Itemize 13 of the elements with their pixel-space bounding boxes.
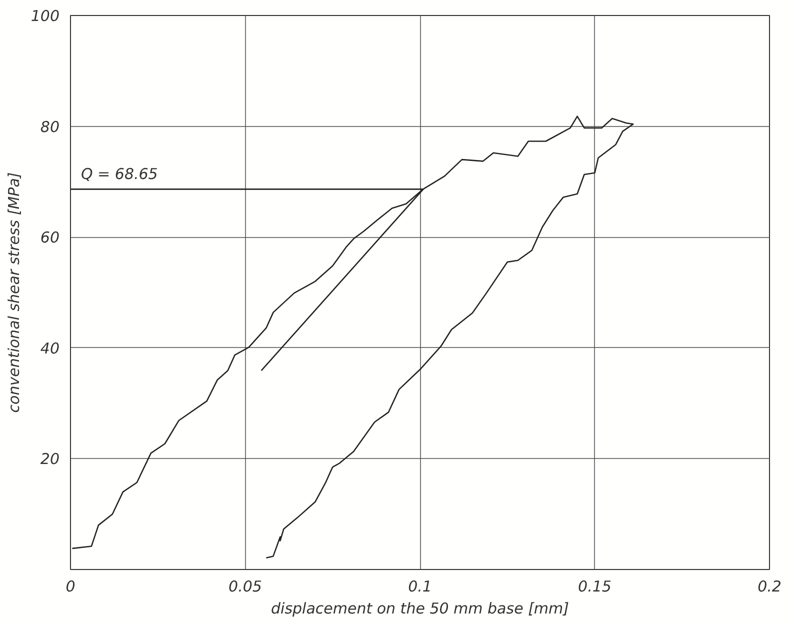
annotation: Q = 68.65 [80, 165, 158, 184]
y-tick-label: 80 [40, 118, 60, 136]
x-tick-label: 0.1 [408, 578, 432, 596]
y-axis-title: conventional shear stress [MPa] [4, 172, 23, 413]
y-tick-label: 40 [40, 339, 60, 358]
y-tick-label: 60 [40, 228, 60, 247]
x-axis-title: displacement on the 50 mm base [mm] [271, 600, 570, 618]
y-tick-label: 100 [30, 7, 60, 25]
x-tick-label: 0.15 [578, 578, 612, 596]
x-tick-label: 0.2 [758, 578, 782, 596]
x-tick-label: 0.05 [228, 578, 262, 596]
x-tick-label: 0 [66, 578, 76, 596]
y-tick-label: 20 [40, 450, 60, 468]
